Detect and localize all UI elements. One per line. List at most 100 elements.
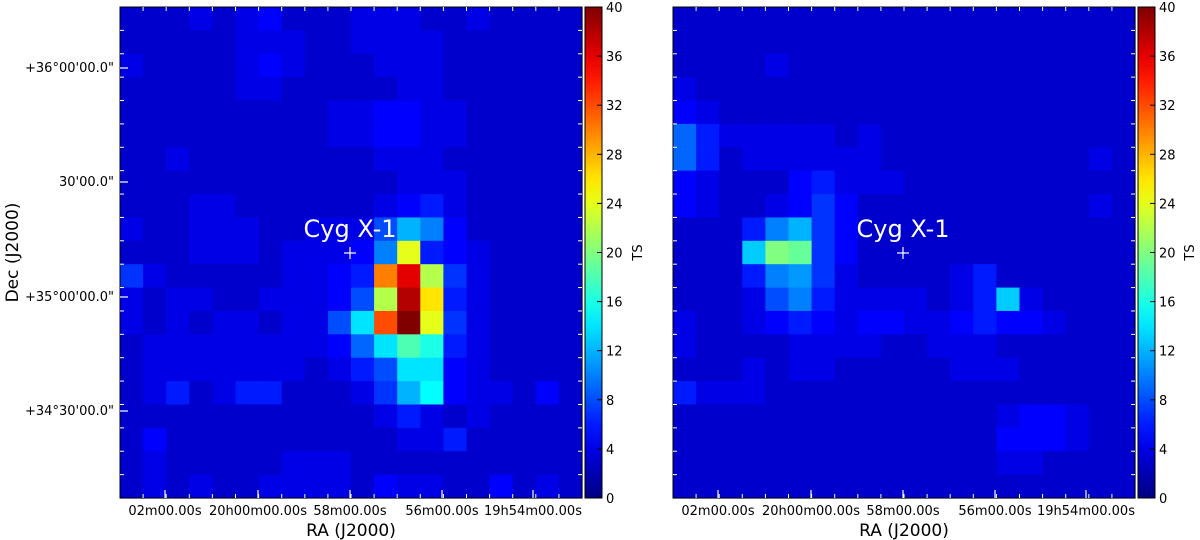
heatmap-cell [1088,404,1113,429]
heatmap-cell [719,451,743,476]
heatmap-cell [558,451,583,476]
heatmap-cell [673,217,697,242]
heatmap-cell [1042,357,1067,382]
heatmap-cell [765,217,790,242]
heatmap-cell [973,287,997,312]
heatmap-cell [1042,77,1067,102]
heatmap-cell [904,381,928,406]
heatmap-cell [1042,100,1067,125]
heatmap-cell [742,53,766,78]
heatmap-cell [420,77,444,102]
heatmap-cell [1111,451,1136,476]
heatmap-cell [466,30,491,55]
heatmap-cell [512,240,537,265]
heatmap-cell [512,357,537,382]
heatmap-cell [1019,334,1044,359]
heatmap-cell [1088,7,1113,31]
heatmap-cell [880,287,905,312]
heatmap-cell [189,287,213,312]
heatmap-cell [397,194,421,219]
heatmap-cell [258,170,283,195]
heatmap-cell [189,310,213,335]
heatmap-cell [857,7,882,31]
heatmap-cell [374,217,398,242]
y-axis-label: Dec (J2000) [3,203,23,303]
heatmap-cell [258,310,283,335]
heatmap-cell [673,77,697,102]
heatmap-cell [443,310,468,335]
heatmap-cell [673,147,697,172]
heatmap-cell [973,427,997,452]
heatmap-cell [904,357,928,382]
heatmap-cell [535,357,560,382]
heatmap-cell [466,381,491,406]
heatmap-cell [1088,427,1113,452]
heatmap-cell [212,310,237,335]
heatmap-cell [673,404,697,429]
heatmap-cell [535,7,560,31]
heatmap-cell [443,240,468,265]
heatmap-cell [489,194,514,219]
x-tick-label: 19h54m00.00s [484,504,582,519]
heatmap-cell [950,381,974,406]
heatmap-cell [489,404,514,429]
heatmap-cell [420,357,444,382]
heatmap-cell [742,30,766,55]
heatmap-cell [120,264,144,289]
heatmap-cell [950,194,974,219]
heatmap-cell [374,404,398,429]
heatmap-cell [788,194,813,219]
heatmap-cell [950,240,974,265]
heatmap-cell [1042,381,1067,406]
heatmap-cell [281,334,306,359]
heatmap-cell [1111,100,1136,125]
heatmap-cell [327,147,352,172]
heatmap-cell [1019,194,1044,219]
heatmap-cell [996,451,1021,476]
heatmap-cell [927,170,951,195]
heatmap-cell [1042,147,1067,172]
heatmap-cell [327,170,352,195]
heatmap-cell [742,7,766,31]
heatmap-cell [834,310,859,335]
heatmap-cell [535,451,560,476]
heatmap-cell [880,7,905,31]
heatmap-cell [189,264,213,289]
heatmap-cell [281,404,306,429]
heatmap-cell [374,53,398,78]
heatmap-cell [973,7,997,31]
heatmap-cell [166,30,190,55]
heatmap-cell [950,287,974,312]
heatmap-cell [1088,147,1113,172]
heatmap-cell [950,100,974,125]
heatmap-cell [327,427,352,452]
heatmap-cell [973,147,997,172]
heatmap-cell [996,240,1021,265]
heatmap-cell [166,7,190,31]
heatmap-cell [996,170,1021,195]
heatmap-cell [212,357,237,382]
heatmap-cell [1111,334,1136,359]
heatmap-cell [304,53,329,78]
heatmap-cell [327,451,352,476]
heatmap-cell [904,194,928,219]
heatmap-cell [143,427,167,452]
heatmap-cell [719,334,743,359]
heatmap-cell [1065,100,1090,125]
heatmap-cell [996,147,1021,172]
heatmap-cell [765,264,790,289]
colorbar-tick-label: 36 [606,50,623,65]
heatmap-cell [950,30,974,55]
heatmap-cell [1065,357,1090,382]
heatmap-cell [304,77,329,102]
heatmap-cell [535,310,560,335]
heatmap-cell [212,264,237,289]
heatmap-cell [212,53,237,78]
heatmap-cell [857,77,882,102]
heatmap-cell [1111,194,1136,219]
heatmap-cell [927,100,951,125]
heatmap-cell [189,170,213,195]
heatmap-cell [120,217,144,242]
heatmap-cell [1065,147,1090,172]
heatmap-cell [811,100,836,125]
